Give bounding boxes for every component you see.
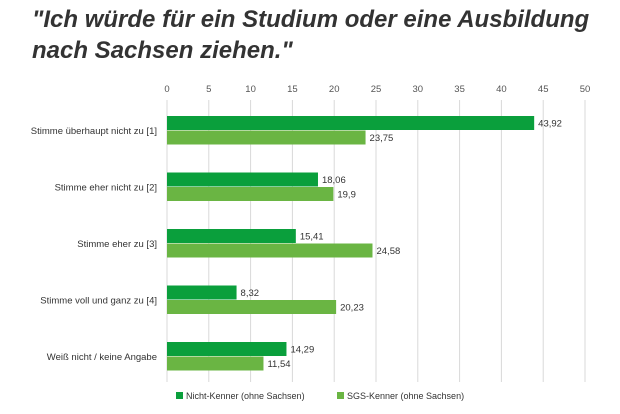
data-label: 14,29 xyxy=(290,345,314,356)
bar-sgs-kenner xyxy=(167,243,373,258)
legend-swatch xyxy=(337,392,344,399)
data-label: 15,41 xyxy=(300,232,324,243)
x-tick-label-35: 35 xyxy=(454,84,465,95)
x-tick-label-25: 25 xyxy=(371,84,382,95)
x-tick-label-0: 0 xyxy=(164,84,169,95)
bar-nicht-kenner xyxy=(167,342,287,356)
bar-sgs-kenner xyxy=(167,356,264,371)
x-tick-label-50: 50 xyxy=(580,84,591,95)
x-tick-label-45: 45 xyxy=(538,84,549,95)
data-label: 23,75 xyxy=(370,133,394,144)
legend-label: SGS-Kenner (ohne Sachsen) xyxy=(347,391,464,401)
legend-swatch xyxy=(176,392,183,399)
data-labels: 43,92 23,75 18,06 19,9 15,41 24,58 8,32 20,23 14… xyxy=(241,119,562,371)
legend: Nicht-Kenner (ohne Sachsen) SGS-Kenner (o… xyxy=(176,391,464,401)
x-tick-label-40: 40 xyxy=(496,84,507,95)
category-label: Stimme eher nicht zu [2] xyxy=(55,182,157,193)
data-label: 20,23 xyxy=(340,303,364,314)
bar-sgs-kenner xyxy=(167,130,366,145)
data-label: 24,58 xyxy=(376,246,400,257)
data-label: 8,32 xyxy=(241,288,260,299)
category-label: Stimme eher zu [3] xyxy=(77,239,157,250)
data-label: 18,06 xyxy=(322,175,346,186)
data-label: 11,54 xyxy=(267,359,290,370)
legend-label: Nicht-Kenner (ohne Sachsen) xyxy=(186,391,305,401)
gridlines xyxy=(166,100,586,382)
x-tick-label-30: 30 xyxy=(413,84,424,95)
data-label: 43,92 xyxy=(538,119,562,130)
data-label: 19,9 xyxy=(337,190,356,201)
category-labels: Stimme überhaupt nicht zu [1] Stimme eher… xyxy=(31,126,157,363)
x-tick-label-10: 10 xyxy=(245,84,256,95)
bar-nicht-kenner xyxy=(167,116,535,130)
bar-nicht-kenner xyxy=(167,285,237,300)
chart-title: "Ich würde für ein Studium oder eine Aus… xyxy=(32,6,590,64)
category-label: Weiß nicht / keine Angabe xyxy=(47,352,157,363)
bars xyxy=(167,116,535,371)
category-label: Stimme überhaupt nicht zu [1] xyxy=(31,126,157,137)
bar-nicht-kenner xyxy=(167,172,318,187)
x-axis-ticks: 0 5 10 15 20 25 30 35 40 45 50 xyxy=(164,84,590,95)
x-tick-label-15: 15 xyxy=(287,84,298,95)
x-tick-label-5: 5 xyxy=(206,84,211,95)
bar-sgs-kenner xyxy=(167,187,334,201)
bar-nicht-kenner xyxy=(167,229,296,243)
category-label: Stimme voll und ganz zu [4] xyxy=(40,295,157,306)
x-tick-label-20: 20 xyxy=(329,84,340,95)
bar-sgs-kenner xyxy=(167,300,337,314)
